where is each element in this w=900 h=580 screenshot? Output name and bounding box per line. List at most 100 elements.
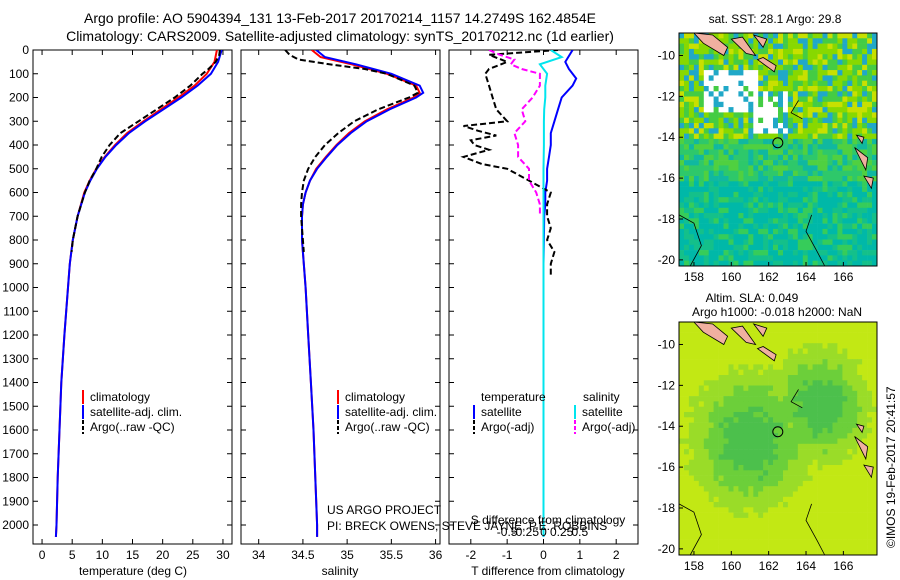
map-cell — [679, 165, 685, 171]
map-cell — [703, 154, 710, 161]
map-cell — [679, 170, 685, 177]
map-cell — [842, 223, 848, 230]
map-cell — [847, 244, 853, 251]
map-cell — [837, 454, 843, 460]
map-cell — [693, 523, 700, 529]
map-cell — [832, 170, 838, 177]
map-cell — [787, 223, 794, 230]
map-cell — [743, 123, 749, 129]
map-cell — [827, 512, 833, 519]
map-cell — [817, 549, 823, 556]
map-cell — [857, 528, 863, 535]
map-cell — [753, 459, 759, 466]
map-cell — [837, 507, 843, 513]
map-cell — [748, 260, 754, 267]
map-cell — [693, 401, 700, 407]
map-cell — [812, 322, 818, 328]
map-cell — [862, 213, 868, 219]
map-cell — [723, 96, 729, 103]
map-cell — [847, 369, 853, 376]
map-cell — [797, 43, 804, 50]
map-cell — [807, 517, 813, 524]
map-cell — [792, 70, 799, 76]
map-cell — [679, 176, 685, 182]
map-cell — [693, 160, 700, 166]
map-cell — [807, 406, 813, 413]
map-cell — [718, 496, 724, 503]
map-cell — [728, 459, 734, 466]
map-cell — [758, 549, 764, 556]
map-cell — [728, 43, 734, 50]
map-cell — [857, 523, 863, 529]
map-cell — [862, 181, 868, 187]
map-cell — [867, 234, 873, 240]
map-cell — [857, 496, 863, 503]
map-cell — [787, 64, 794, 71]
map-cell — [857, 128, 863, 134]
map-cell — [728, 348, 734, 355]
map-cell — [792, 512, 799, 519]
depth-contour — [678, 214, 702, 267]
map-cell — [698, 154, 705, 161]
map-cell — [703, 228, 710, 235]
map-cell — [758, 396, 764, 402]
map-cell — [842, 48, 848, 55]
map-cell — [688, 380, 695, 386]
map-cell — [768, 123, 774, 129]
map-cell — [738, 523, 744, 529]
map-cell — [708, 218, 714, 224]
map-cell — [763, 465, 769, 471]
map-cell — [852, 332, 858, 339]
map-cell — [738, 390, 744, 397]
map-cell — [827, 396, 833, 402]
map-cell — [688, 369, 695, 376]
map-cell — [832, 337, 838, 344]
map-cell — [787, 91, 794, 97]
map-cell — [763, 539, 769, 545]
map-cell — [698, 244, 705, 251]
map-cell — [684, 149, 690, 156]
map-cell — [862, 539, 868, 545]
map-cell — [847, 359, 853, 365]
map-cell — [768, 70, 774, 76]
map-cell — [778, 343, 784, 349]
map-cell — [758, 502, 764, 508]
map-cell — [728, 191, 734, 198]
map-cell — [684, 517, 690, 524]
map-cell — [812, 539, 818, 545]
map-cell — [713, 223, 719, 230]
map-cell — [688, 213, 695, 219]
map-cell — [837, 213, 843, 219]
map-cell — [733, 59, 739, 66]
map-cell — [688, 86, 695, 92]
map-cell — [827, 322, 833, 328]
map-cell — [723, 517, 729, 524]
map-cell — [768, 401, 774, 407]
map-cell — [787, 101, 794, 108]
map-cell — [872, 343, 878, 349]
y-tick-label: 2000 — [2, 518, 29, 532]
map-cell — [723, 406, 729, 413]
map-cell — [703, 369, 710, 376]
map-cell — [688, 38, 695, 44]
map-cell — [778, 475, 784, 482]
map-cell — [842, 343, 848, 349]
map-cell — [773, 260, 779, 267]
map-cell — [867, 112, 873, 118]
map-cell — [802, 327, 809, 333]
map-cell — [703, 528, 710, 535]
map-cell — [847, 390, 853, 397]
map-cell — [847, 533, 853, 540]
map-cell — [867, 454, 873, 460]
map-cell — [847, 228, 853, 235]
map-cell — [773, 523, 779, 529]
map-cell — [733, 260, 739, 267]
map-cell — [733, 149, 739, 156]
map-cell — [703, 380, 710, 386]
series-group — [54, 50, 223, 537]
map-cell — [718, 255, 724, 261]
map-cell — [867, 107, 873, 113]
map-cell — [847, 353, 853, 360]
map-cell — [743, 91, 749, 97]
map-cell — [763, 138, 769, 145]
